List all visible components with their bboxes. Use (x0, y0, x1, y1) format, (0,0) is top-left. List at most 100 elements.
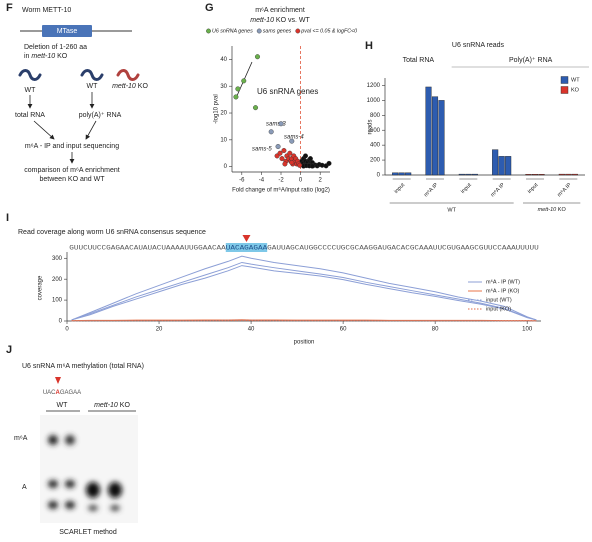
point (275, 144, 281, 150)
x-tick-label: 0 (65, 327, 69, 333)
chart-title: U6 snRNA reads (452, 42, 505, 49)
legend-label: sams genes (263, 28, 292, 34)
worm-icon (80, 69, 104, 81)
point (254, 54, 260, 60)
legend-marker (206, 28, 211, 34)
gene-name: mett-10 (250, 17, 274, 24)
point (235, 86, 241, 92)
x-tick-label: 20 (156, 327, 163, 333)
sequence: GAUUAGCAUGGCCCCUGCGCAAGGAUGACACGCAAAUUCG… (267, 245, 539, 252)
band-label: A (22, 484, 27, 491)
bar (498, 156, 505, 176)
y-axis-label: coverage (38, 275, 44, 300)
bar (458, 173, 465, 176)
y-tick-label: 0 (377, 173, 381, 179)
y-tick-label: 30 (220, 84, 227, 90)
panel-label: G (205, 2, 214, 14)
text-part: KO (136, 83, 149, 90)
bar (571, 173, 578, 176)
y-axis-label: -log10 pval (214, 94, 220, 123)
legend-swatch (560, 76, 569, 84)
gene-title: Worm METT-10 (22, 7, 71, 14)
text-part: KO (55, 53, 68, 60)
arrow (85, 120, 97, 140)
x-tick-label: 2 (319, 178, 323, 184)
coverage-line (71, 261, 537, 321)
point (279, 156, 285, 162)
modified-base: A (55, 390, 60, 396)
sequence: UACAGAGAA (43, 390, 81, 396)
group-header: Poly(A)⁺ RNA (509, 57, 553, 64)
worm-icon (116, 69, 140, 81)
y-tick-label: 0 (59, 319, 63, 325)
y-tick-label: 800 (370, 113, 381, 119)
point (281, 148, 287, 154)
y-tick-label: 200 (370, 158, 381, 164)
y-tick-label: 200 (52, 277, 63, 283)
step-text: between KO and WT (40, 176, 106, 183)
point (303, 153, 309, 159)
sequence-highlight (225, 243, 268, 252)
legend-marker (256, 28, 262, 34)
legend-swatch (560, 86, 569, 94)
group-header: Total RNA (403, 57, 435, 64)
y-tick-label: 1000 (367, 98, 381, 104)
y-tick-label: 600 (370, 128, 381, 134)
arrow (33, 120, 55, 140)
bar (538, 174, 545, 176)
chart-title: m⁶A enrichment (255, 7, 305, 14)
step-text: total RNA (15, 112, 45, 119)
step-text: m⁶A - IP and input sequencing (25, 143, 119, 150)
point (277, 150, 283, 156)
point (268, 129, 274, 135)
point (297, 162, 303, 168)
y-tick-label: 100 (52, 298, 63, 304)
bar (438, 100, 445, 176)
point (289, 138, 295, 144)
text-part: KO vs. WT (274, 17, 311, 24)
y-tick-label: 400 (370, 143, 381, 149)
annotation: U6 snRNA genes (257, 87, 318, 96)
text-part: in (24, 53, 31, 60)
gel-bands (48, 435, 122, 511)
chart-title: Read coverage along worm U6 snRNA consen… (18, 229, 206, 236)
legend-label: U6 snRNA genes (212, 28, 253, 34)
bar (398, 172, 405, 176)
panel-label: J (6, 344, 12, 356)
condition-label: mett-10 KO (538, 207, 567, 213)
gene-name: mett-10 (94, 402, 118, 409)
panel-title: U6 snRNA m⁶A methylation (total RNA) (22, 363, 144, 370)
x-tick-label: -4 (259, 178, 265, 184)
text-part: KO (118, 402, 131, 409)
site-arrow (242, 235, 251, 242)
gene-name: mett-10 (31, 53, 55, 60)
x-tick-label: input (527, 182, 540, 195)
text-part: UAC (43, 390, 56, 396)
sequence-highlighted: UACAGAGAA (226, 245, 268, 252)
legend-label: pval <= 0.05 & logFC<0 (300, 28, 357, 34)
point (282, 161, 288, 167)
y-tick-label: 0 (224, 164, 228, 170)
point (309, 163, 315, 169)
y-tick-label: 40 (220, 57, 227, 63)
strain-label: WT (87, 83, 99, 90)
worm-icon (18, 69, 42, 81)
text-part: GAGAA (60, 390, 81, 396)
bar (392, 172, 399, 176)
strain-label: WT (25, 87, 37, 94)
point (326, 160, 332, 166)
legend-label: KO (571, 87, 580, 93)
deletion-text: Deletion of 1-260 aa (24, 44, 87, 51)
deletion-text: in mett-10 KO (24, 53, 68, 60)
x-tick-label: m⁶A IP (556, 181, 573, 198)
y-tick-label: 20 (220, 111, 227, 117)
point (287, 150, 293, 156)
point (307, 156, 313, 162)
y-tick-label: 300 (52, 256, 63, 262)
lane-label: WT (57, 402, 69, 409)
bar (565, 173, 572, 176)
point (289, 160, 295, 166)
point (253, 105, 259, 111)
condition-label: WT (447, 207, 456, 213)
bar (405, 172, 412, 176)
